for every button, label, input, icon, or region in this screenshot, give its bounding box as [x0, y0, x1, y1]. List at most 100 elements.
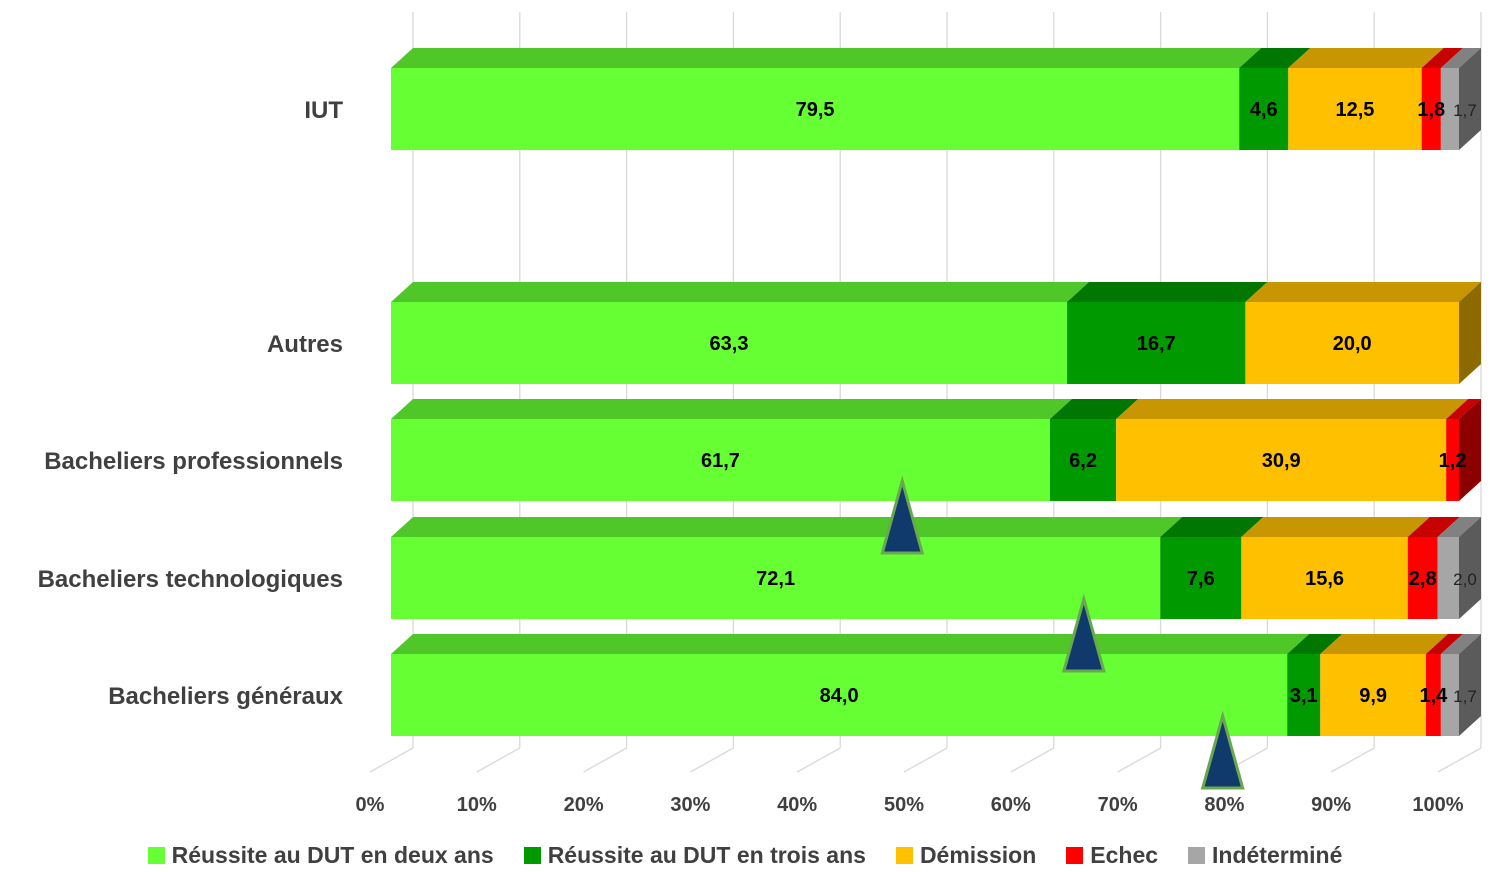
- bar-segment: [1049, 419, 1117, 501]
- value-label: 79,5: [796, 99, 835, 121]
- bar-top-face: [1288, 48, 1444, 68]
- value-label: 1,2: [1439, 450, 1467, 472]
- value-label: 20,0: [1333, 333, 1372, 355]
- value-label: 3,1: [1290, 685, 1318, 707]
- bar-segment: [1067, 302, 1246, 384]
- floor-gridline: [583, 747, 627, 773]
- bar-top-face: [1440, 634, 1481, 654]
- value-label: 15,6: [1305, 568, 1344, 590]
- bar-segment: [1407, 537, 1438, 619]
- floor-gridline: [903, 747, 948, 773]
- bar-segment: [1437, 537, 1459, 619]
- bar-top-face: [1440, 48, 1481, 68]
- legend-swatch: [523, 846, 541, 864]
- value-labels: 79,5 4,6 12,5 1,8 1,7 63,3 16,7 20,0 61,7 6,2 30,9…: [701, 99, 1477, 707]
- bar-top-face: [391, 634, 1310, 654]
- bar-top-face: [391, 399, 1072, 419]
- floor-gridline: [690, 747, 734, 773]
- bar-top-face: [1241, 517, 1430, 537]
- category-label: IUT: [304, 97, 343, 124]
- bar-segment: [1245, 302, 1459, 384]
- bar-top-face: [1437, 517, 1481, 537]
- bar-segment: [1241, 537, 1408, 619]
- bar-side-face: [1459, 48, 1481, 150]
- bar-top-face: [1421, 48, 1463, 68]
- x-tick-label: 20%: [564, 794, 604, 816]
- bar-top-face: [1287, 634, 1343, 654]
- bar-segment: [1287, 654, 1321, 736]
- legend-item: Réussite au DUT en deux ans: [147, 841, 494, 869]
- bar-side-face: [1459, 282, 1481, 384]
- value-label: 72,1: [756, 568, 795, 590]
- bar-top-face: [391, 282, 1090, 302]
- bar-top-face: [1245, 282, 1481, 302]
- value-label: 16,7: [1137, 333, 1176, 355]
- legend-label: Indéterminé: [1212, 841, 1343, 868]
- legend-item: Echec: [1066, 842, 1158, 869]
- value-label: 4,6: [1250, 99, 1278, 121]
- bar-top-face: [1239, 48, 1311, 68]
- bar-top-face: [1407, 517, 1460, 537]
- floor-gridline: [1330, 747, 1375, 773]
- bar-segment: [1440, 68, 1459, 150]
- bar-segment: [1288, 68, 1422, 150]
- legend-item: Démission: [895, 841, 1037, 869]
- triangle-marker: [1061, 593, 1106, 673]
- legend-label: Démission: [919, 841, 1037, 868]
- x-tick-label: 10%: [457, 794, 497, 816]
- bar-top-face: [1116, 399, 1469, 419]
- bar-segment: [391, 419, 1050, 501]
- value-label: 2,0: [1453, 570, 1477, 589]
- bar-segment: [1446, 419, 1459, 501]
- legend-item: Réussite au DUT en trois ans: [523, 841, 866, 869]
- x-tick-label: 70%: [1098, 794, 1138, 816]
- bar-segment: [1425, 654, 1441, 736]
- bar-segment: [1116, 419, 1447, 501]
- floor-gridline: [476, 747, 521, 773]
- bar-segment: [391, 302, 1068, 384]
- x-tick-label: 30%: [670, 794, 710, 816]
- bar-segment: [1320, 654, 1426, 736]
- legend: Réussite au DUT en deux ans Réussite au …: [0, 838, 1490, 872]
- category-labels: IUT Autres Bacheliers professionnels Bachel…: [38, 97, 344, 710]
- value-label: 7,6: [1187, 568, 1215, 590]
- bar-top-face: [1067, 282, 1268, 302]
- value-label: 9,9: [1359, 685, 1387, 707]
- legend-label: Réussite au DUT en deux ans: [171, 841, 494, 868]
- bar-segment: [1421, 68, 1441, 150]
- category-label: Bacheliers technologiques: [38, 566, 343, 593]
- triangle-marker: [1200, 710, 1245, 790]
- legend-label: Echec: [1090, 841, 1159, 868]
- value-label: 84,0: [820, 685, 859, 707]
- floor-gridline: [1437, 747, 1482, 773]
- floor-gridline: [1010, 747, 1055, 773]
- category-label: Bacheliers généraux: [108, 683, 343, 710]
- x-tick-label: 50%: [884, 794, 924, 816]
- value-label: 2,8: [1409, 568, 1437, 590]
- category-label: Bacheliers professionnels: [44, 448, 343, 475]
- value-label: 6,2: [1069, 450, 1097, 472]
- x-tick-label: 100%: [1412, 794, 1463, 816]
- bar-top-face: [1425, 634, 1463, 654]
- legend-swatch: [895, 846, 913, 864]
- value-label: 63,3: [710, 333, 749, 355]
- bar-segment: [1160, 537, 1242, 619]
- category-label: Autres: [267, 331, 343, 358]
- bar-top-face: [1446, 399, 1481, 419]
- bars: [391, 48, 1481, 736]
- bar-segment: [1440, 654, 1459, 736]
- x-tick-label: 80%: [1204, 794, 1244, 816]
- legend-label: Réussite au DUT en trois ans: [547, 841, 866, 868]
- bar-side-face: [1459, 399, 1481, 501]
- legend-item: Indéterminé: [1188, 842, 1342, 869]
- floor-gridline: [796, 747, 841, 773]
- bar-segment: [391, 68, 1240, 150]
- bar-segment: [391, 654, 1288, 736]
- value-label: 12,5: [1336, 99, 1375, 121]
- legend-swatch: [147, 846, 165, 864]
- x-tick-label: 60%: [991, 794, 1031, 816]
- bar-top-face: [1320, 634, 1448, 654]
- value-label: 1,7: [1453, 101, 1477, 120]
- bar-top-face: [391, 48, 1262, 68]
- x-tick-label: 0%: [356, 794, 385, 816]
